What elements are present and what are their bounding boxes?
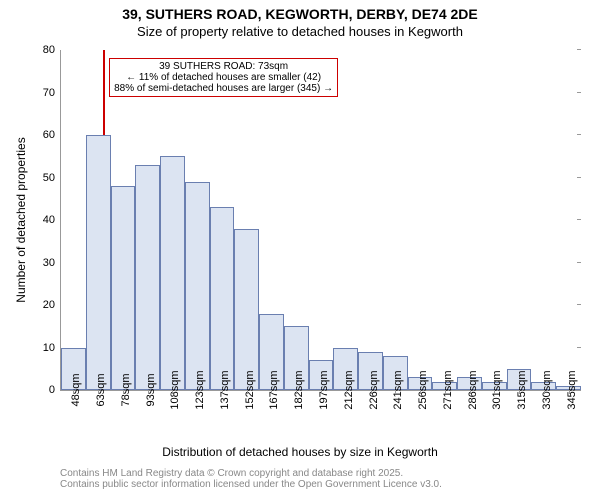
footer-line2: Contains public sector information licen… bbox=[60, 479, 442, 490]
x-tick-mark bbox=[148, 390, 149, 394]
y-tick-label: 50 bbox=[43, 172, 61, 184]
y-tick-mark bbox=[577, 347, 581, 348]
y-tick-label: 10 bbox=[43, 342, 61, 354]
y-tick-label: 40 bbox=[43, 214, 61, 226]
y-tick-label: 70 bbox=[43, 87, 61, 99]
y-tick-mark bbox=[577, 92, 581, 93]
y-tick-mark bbox=[577, 262, 581, 263]
x-tick-mark bbox=[569, 390, 570, 394]
x-tick-mark bbox=[470, 390, 471, 394]
x-tick-mark bbox=[247, 390, 248, 394]
y-tick-mark bbox=[577, 219, 581, 220]
footer-line1: Contains HM Land Registry data © Crown c… bbox=[60, 468, 442, 479]
annotation-line1: 39 SUTHERS ROAD: 73sqm bbox=[114, 61, 333, 72]
x-tick-mark bbox=[123, 390, 124, 394]
x-tick-mark bbox=[346, 390, 347, 394]
x-tick-mark bbox=[73, 390, 74, 394]
histogram-bar bbox=[160, 156, 185, 390]
histogram-bar bbox=[185, 182, 210, 390]
x-tick-mark bbox=[197, 390, 198, 394]
chart-title-line2: Size of property relative to detached ho… bbox=[0, 24, 600, 39]
chart-container: 39, SUTHERS ROAD, KEGWORTH, DERBY, DE74 … bbox=[0, 0, 600, 500]
x-tick-mark bbox=[271, 390, 272, 394]
y-tick-mark bbox=[577, 177, 581, 178]
histogram-bar bbox=[135, 165, 160, 390]
y-tick-mark bbox=[577, 49, 581, 50]
annotation-line2: ← 11% of detached houses are smaller (42… bbox=[114, 72, 333, 83]
x-axis-label: Distribution of detached houses by size … bbox=[0, 445, 600, 459]
x-tick-mark bbox=[519, 390, 520, 394]
x-tick-mark bbox=[321, 390, 322, 394]
x-tick-mark bbox=[98, 390, 99, 394]
footer-attribution: Contains HM Land Registry data © Crown c… bbox=[60, 468, 442, 490]
x-tick-mark bbox=[172, 390, 173, 394]
y-tick-label: 60 bbox=[43, 129, 61, 141]
x-tick-mark bbox=[222, 390, 223, 394]
x-tick-mark bbox=[445, 390, 446, 394]
histogram-bar bbox=[86, 135, 111, 390]
histogram-bar bbox=[234, 229, 259, 391]
histogram-bar bbox=[210, 207, 235, 390]
x-tick-mark bbox=[296, 390, 297, 394]
y-tick-mark bbox=[577, 134, 581, 135]
y-tick-mark bbox=[577, 304, 581, 305]
plot-area: 39 SUTHERS ROAD: 73sqm ← 11% of detached… bbox=[60, 50, 581, 391]
y-tick-label: 0 bbox=[49, 384, 61, 396]
x-tick-mark bbox=[544, 390, 545, 394]
y-axis-label: Number of detached properties bbox=[14, 50, 28, 390]
annotation-line3: 88% of semi-detached houses are larger (… bbox=[114, 83, 333, 94]
x-tick-mark bbox=[395, 390, 396, 394]
x-tick-mark bbox=[371, 390, 372, 394]
x-tick-mark bbox=[494, 390, 495, 394]
y-tick-label: 80 bbox=[43, 44, 61, 56]
y-tick-label: 30 bbox=[43, 257, 61, 269]
histogram-bar bbox=[111, 186, 136, 390]
annotation-box: 39 SUTHERS ROAD: 73sqm ← 11% of detached… bbox=[109, 58, 338, 97]
y-tick-label: 20 bbox=[43, 299, 61, 311]
chart-title-line1: 39, SUTHERS ROAD, KEGWORTH, DERBY, DE74 … bbox=[0, 6, 600, 22]
x-tick-mark bbox=[420, 390, 421, 394]
